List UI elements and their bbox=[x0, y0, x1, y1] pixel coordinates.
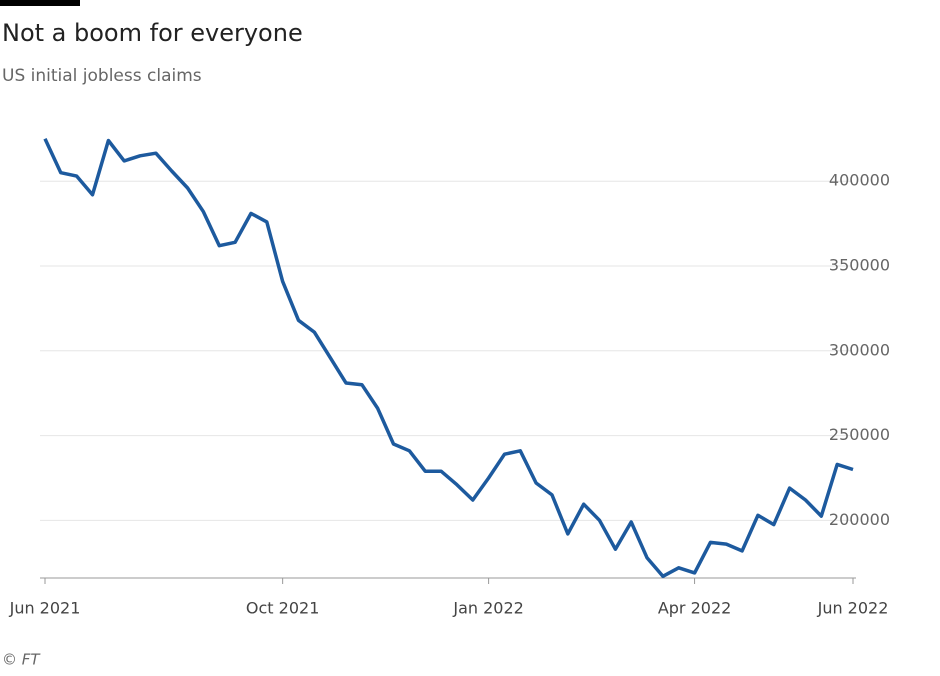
x-tick-label: Jun 2021 bbox=[9, 599, 81, 618]
y-tick-label: 300000 bbox=[829, 340, 890, 359]
y-tick-label: 250000 bbox=[829, 425, 890, 444]
y-tick-label: 400000 bbox=[829, 171, 890, 190]
y-tick-label: 200000 bbox=[829, 510, 890, 529]
chart-subtitle: US initial jobless claims bbox=[2, 66, 202, 86]
source: © FT bbox=[2, 651, 41, 669]
x-tick-label: Jan 2022 bbox=[452, 599, 523, 618]
brand-bar bbox=[0, 0, 80, 6]
x-tick-label: Jun 2022 bbox=[817, 599, 889, 618]
x-tick-label: Oct 2021 bbox=[246, 599, 319, 618]
chart-title: Not a boom for everyone bbox=[2, 19, 303, 47]
x-tick-label: Apr 2022 bbox=[658, 599, 731, 618]
line-series bbox=[43, 138, 854, 579]
y-tick-label: 350000 bbox=[829, 256, 890, 275]
